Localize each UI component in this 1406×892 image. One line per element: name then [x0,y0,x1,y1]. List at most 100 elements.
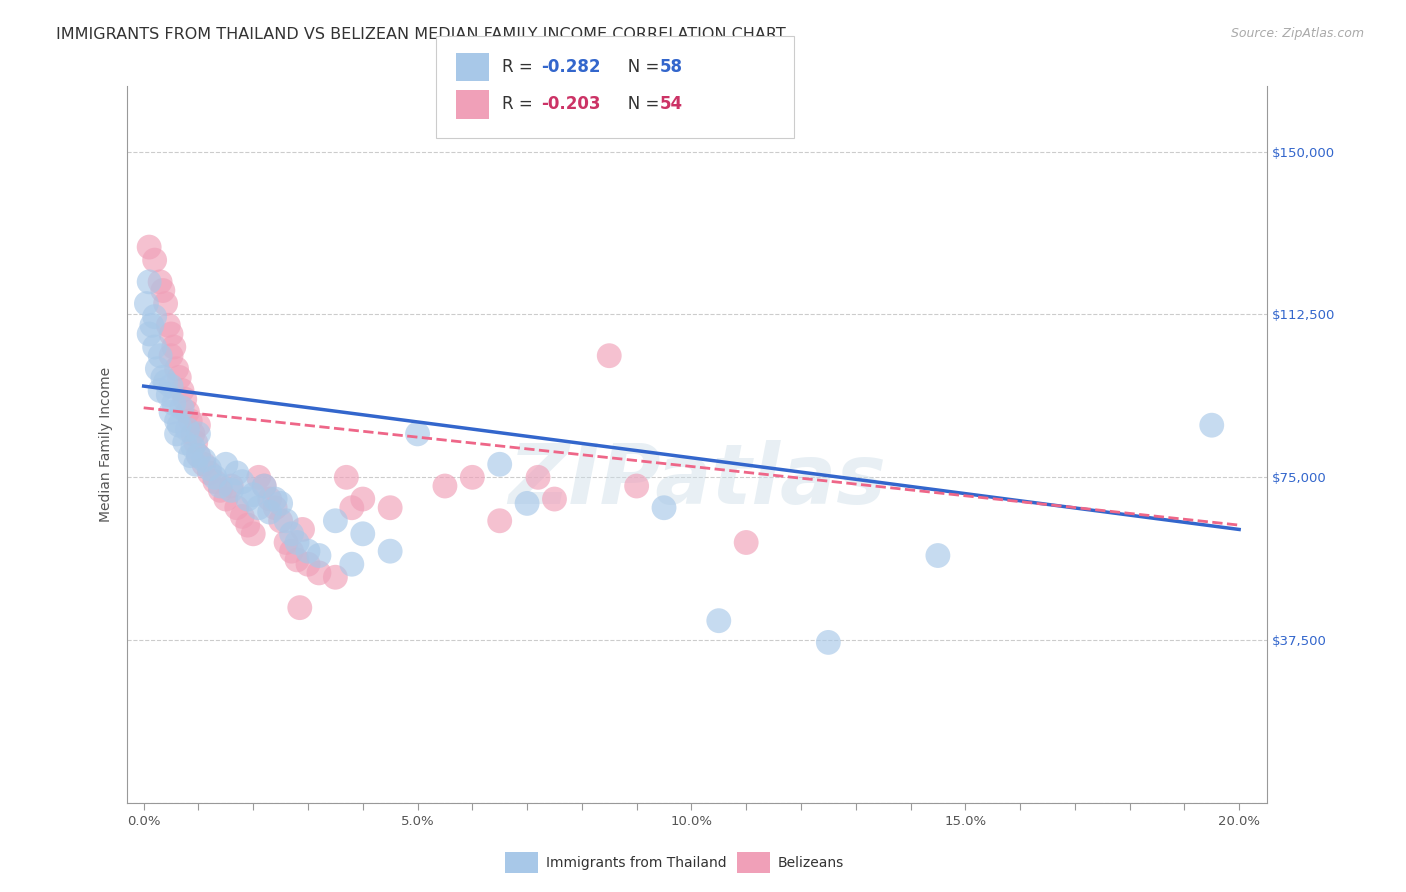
Point [274,514,297,528]
Point [352,526,374,541]
Point [461,470,484,484]
Point [155,296,177,310]
Point [184,435,207,450]
Point [231,475,253,489]
Point [378,544,401,558]
Point [543,491,565,506]
Text: Belizeans: Belizeans [778,855,844,870]
Point [221,483,243,498]
Point [297,544,319,558]
Point [138,275,160,289]
Point [160,379,183,393]
Point [173,435,195,450]
Point [179,414,201,428]
Point [152,284,174,298]
Point [280,526,302,541]
Point [707,614,730,628]
Text: R =: R = [502,58,538,76]
Point [242,488,264,502]
Point [138,326,160,341]
Point [288,600,311,615]
Point [143,253,166,268]
Text: -0.203: -0.203 [541,95,600,113]
Point [170,401,193,415]
Point [817,635,839,649]
Point [280,544,302,558]
Point [152,370,174,384]
Point [163,340,186,354]
Point [378,500,401,515]
Point [1201,418,1223,433]
Point [325,570,347,584]
Point [184,458,207,472]
Point [187,449,209,463]
Point [225,466,247,480]
Point [155,375,177,389]
Point [215,458,238,472]
Point [270,496,292,510]
Point [166,426,188,441]
Point [236,491,259,506]
Point [259,505,281,519]
Point [173,392,195,406]
Point [927,549,949,563]
Point [157,388,180,402]
Point [253,479,276,493]
Point [285,535,308,549]
Point [209,483,232,498]
Point [352,491,374,506]
Point [181,440,204,454]
Point [187,449,209,463]
Point [247,500,270,515]
Point [297,558,319,572]
Point [652,500,675,515]
Text: N =: N = [612,58,664,76]
Point [149,275,172,289]
Point [291,523,314,537]
Point [264,500,287,515]
Point [527,470,550,484]
Text: N =: N = [612,95,664,113]
Point [198,461,221,475]
Point [141,318,163,333]
Point [242,526,264,541]
Point [264,491,287,506]
Point [193,453,215,467]
Point [187,426,209,441]
Point [170,384,193,398]
Point [169,370,191,384]
Point [308,566,330,580]
Point [187,418,209,433]
Point [259,491,281,506]
Point [516,496,538,510]
Text: -0.282: -0.282 [541,58,600,76]
Text: 58: 58 [659,58,682,76]
Point [204,470,226,484]
Point [488,458,510,472]
Point [488,514,510,528]
Point [149,349,172,363]
Text: Immigrants from Thailand: Immigrants from Thailand [546,855,725,870]
Point [181,426,204,441]
Text: 54: 54 [659,95,682,113]
Text: IMMIGRANTS FROM THAILAND VS BELIZEAN MEDIAN FAMILY INCOME CORRELATION CHART: IMMIGRANTS FROM THAILAND VS BELIZEAN MED… [56,27,786,42]
Text: Source: ZipAtlas.com: Source: ZipAtlas.com [1230,27,1364,40]
Point [143,340,166,354]
Y-axis label: Median Family Income: Median Family Income [100,368,114,523]
Point [209,479,232,493]
Point [193,458,215,472]
Point [626,479,648,493]
Point [340,558,363,572]
Point [135,296,157,310]
Point [166,361,188,376]
Point [225,500,247,515]
Point [325,514,347,528]
Point [236,518,259,533]
Point [146,361,169,376]
Point [149,384,172,398]
Point [221,479,243,493]
Point [308,549,330,563]
Point [169,418,191,433]
Point [285,553,308,567]
Point [274,535,297,549]
